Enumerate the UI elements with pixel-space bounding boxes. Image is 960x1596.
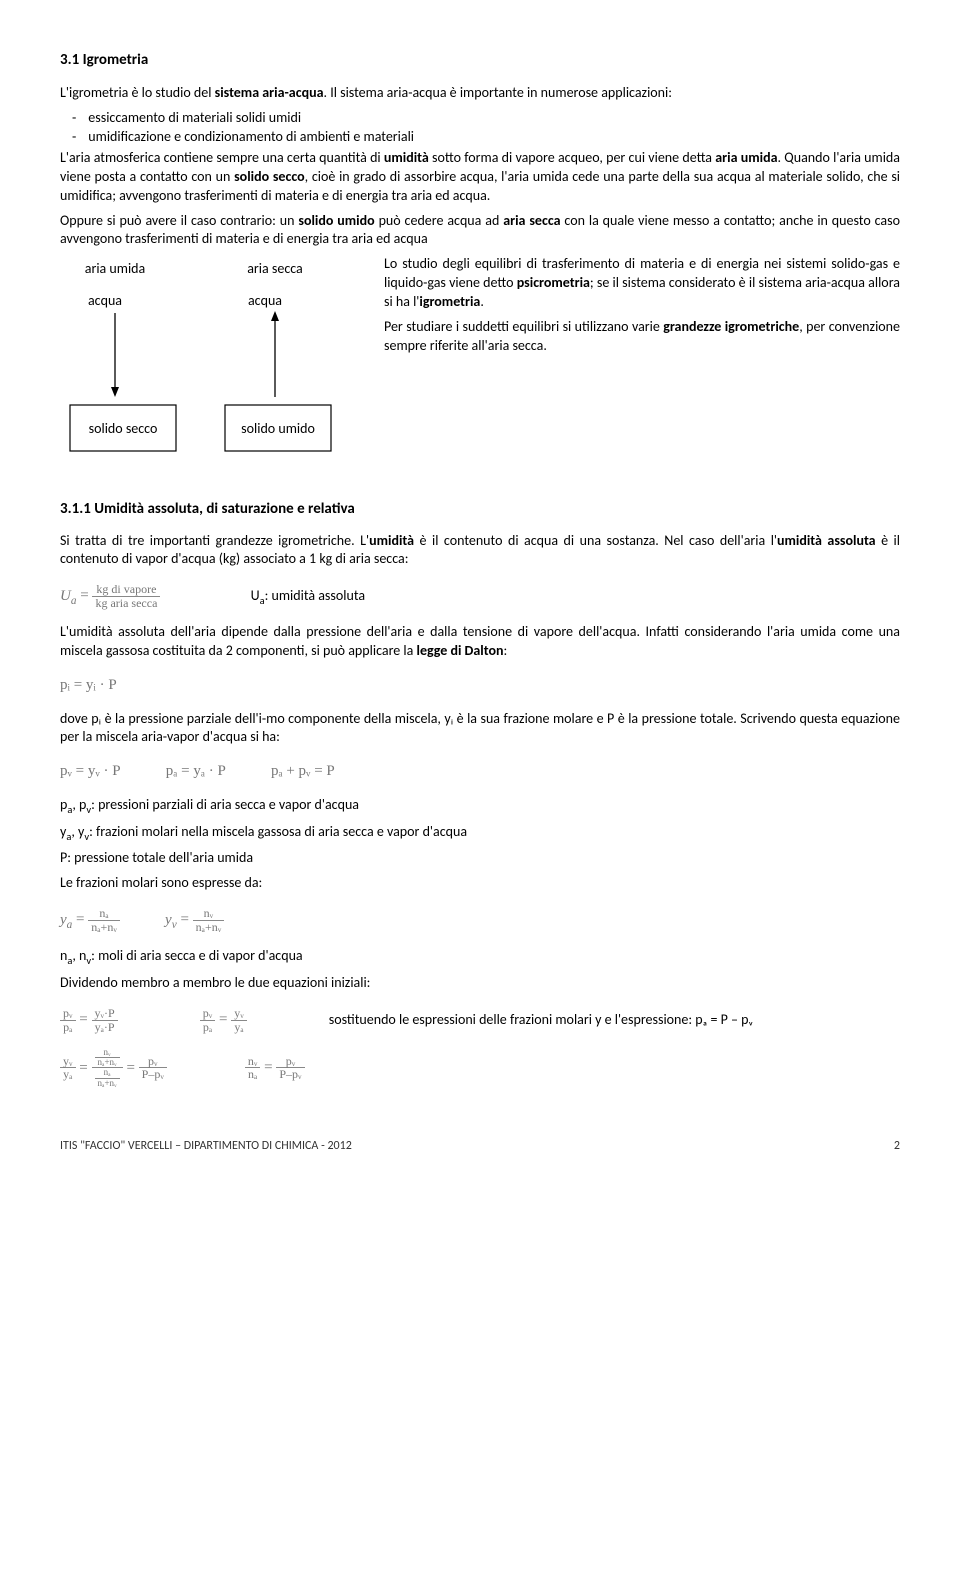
bullet-item: umidificazione e condizionamento di ambi… (90, 128, 900, 147)
bullet-list: essiccamento di materiali solidi umidi u… (60, 109, 900, 147)
diagram-label: acqua (248, 292, 282, 309)
eq: pᵥ = yᵥ · P (60, 761, 121, 781)
diagram-label: acqua (88, 292, 122, 309)
ratio-1: pᵥpₐ = yᵥ·Pyₐ·P (60, 1007, 118, 1033)
pv-pa-row: pᵥ = yᵥ · P pₐ = yₐ · P pₐ + pᵥ = P (60, 761, 900, 781)
y-frac-row: ya = nₐnₐ+nᵥ yv = nᵥnₐ+nᵥ (60, 907, 900, 933)
sub-p2: L'umidità assoluta dell'aria dipende dal… (60, 623, 900, 661)
dalton-formula: pᵢ = yᵢ · P (60, 675, 900, 695)
diagram-label: aria umida (85, 260, 145, 277)
eq: pₐ = yₐ · P (166, 761, 226, 781)
transfer-diagram: aria umida acqua solido secco aria secca… (60, 255, 360, 471)
def-line: ya, yv: frazioni molari nella miscela ga… (60, 823, 900, 844)
ua-label: Ua: umidità assoluta (251, 587, 365, 608)
yv-frac: yv = nᵥnₐ+nᵥ (165, 907, 224, 933)
section-heading: 3.1 Igrometria (60, 50, 900, 70)
subst-text: sostituendo le espressioni delle frazion… (329, 1011, 753, 1030)
bullet-item: essiccamento di materiali solidi umidi (90, 109, 900, 128)
diagram-label: solido umido (241, 420, 315, 437)
def-line: Le frazioni molari sono espresse da: (60, 874, 900, 893)
side-paragraph-1: Lo studio degli equilibri di trasferimen… (384, 255, 900, 312)
ya-frac: ya = nₐnₐ+nᵥ (60, 907, 120, 933)
nv-na-ratio: nᵥnₐ = pᵥP–pᵥ (245, 1055, 305, 1081)
def-line: Dividendo membro a membro le due equazio… (60, 974, 900, 993)
def-line: P: pressione totale dell'aria umida (60, 849, 900, 868)
eq: pₐ + pᵥ = P (271, 761, 335, 781)
side-text-column: Lo studio degli equilibri di trasferimen… (384, 255, 900, 361)
page-footer: ITIS "FACCIO" VERCELLI – DIPARTIMENTO DI… (60, 1138, 900, 1154)
side-paragraph-2: Per studiare i suddetti equilibri si uti… (384, 318, 900, 356)
paragraph-solido-umido: Oppure si può avere il caso contrario: u… (60, 212, 900, 250)
yv-ya-complex: yᵥyₐ = nᵥnₐ+nᵥ nₐnₐ+nᵥ = pᵥP–pᵥ (60, 1048, 167, 1089)
diagram-and-text-row: aria umida acqua solido secco aria secca… (60, 255, 900, 471)
diagram-label: aria secca (247, 260, 303, 277)
section-title: Igrometria (83, 51, 149, 69)
intro-paragraph: L'igrometria è lo studio del sistema ari… (60, 84, 900, 103)
def-line: pa, pv: pressioni parziali di aria secca… (60, 796, 900, 817)
paragraph-aria-umida: L'aria atmosferica contiene sempre una c… (60, 149, 900, 206)
ratio-2: pᵥpₐ = yᵥyₐ (200, 1007, 247, 1033)
div-row-2: yᵥyₐ = nᵥnₐ+nᵥ nₐnₐ+nᵥ = pᵥP–pᵥ nᵥnₐ = p… (60, 1048, 900, 1089)
sub-p3: dove pᵢ è la pressione parziale dell'i-m… (60, 710, 900, 748)
diagram-label: solido secco (89, 420, 158, 437)
div-row-1: pᵥpₐ = yᵥ·Pyₐ·P pᵥpₐ = yᵥyₐ sostituendo … (60, 1007, 900, 1033)
section-num: 3.1 (60, 51, 79, 69)
footer-page-number: 2 (894, 1138, 900, 1154)
subsection-heading: 3.1.1 Umidità assoluta, di saturazione e… (60, 499, 900, 519)
def-line: na, nv: moli di aria secca e di vapor d'… (60, 947, 900, 968)
sub-p1: Si tratta di tre importanti grandezze ig… (60, 532, 900, 570)
ua-formula-row: Ua = kg di vaporekg aria secca Ua: umidi… (60, 583, 900, 609)
footer-left: ITIS "FACCIO" VERCELLI – DIPARTIMENTO DI… (60, 1138, 352, 1154)
ua-formula: Ua = kg di vaporekg aria secca (60, 583, 160, 609)
